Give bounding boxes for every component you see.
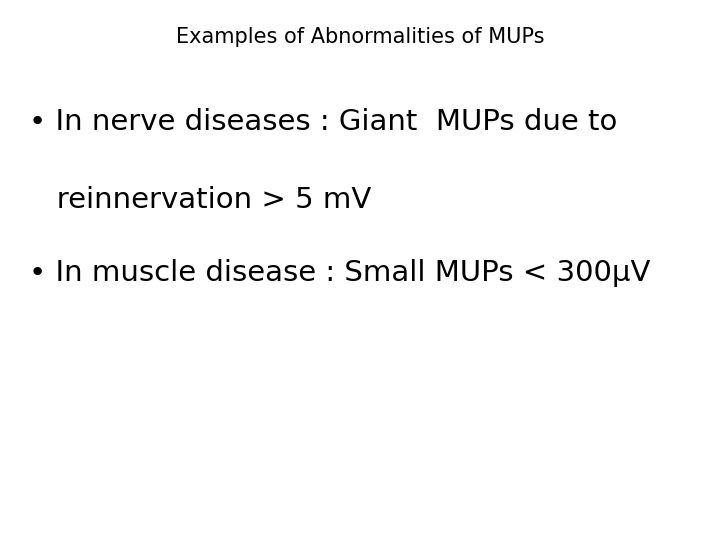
Text: • In nerve diseases : Giant  MUPs due to: • In nerve diseases : Giant MUPs due to bbox=[29, 108, 617, 136]
Text: • In muscle disease : Small MUPs < 300μV: • In muscle disease : Small MUPs < 300μV bbox=[29, 259, 650, 287]
Text: reinnervation > 5 mV: reinnervation > 5 mV bbox=[29, 186, 371, 214]
Text: Examples of Abnormalities of MUPs: Examples of Abnormalities of MUPs bbox=[176, 27, 544, 47]
